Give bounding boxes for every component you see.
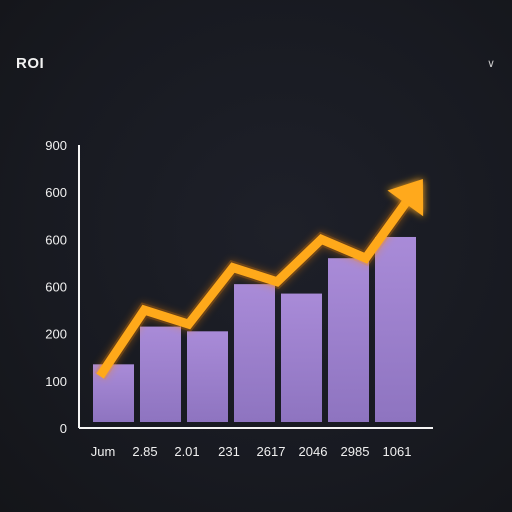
y-tick-label: 200 — [45, 327, 67, 342]
x-tick-label: 2617 — [257, 444, 286, 459]
x-tick-label: 2046 — [299, 444, 328, 459]
y-tick-label: 0 — [60, 421, 67, 436]
bar — [234, 284, 275, 422]
y-tick-label: 600 — [45, 232, 67, 247]
y-tick-label: 600 — [45, 185, 67, 200]
trend-line — [96, 194, 414, 379]
x-tick-label: 231 — [218, 444, 240, 459]
y-tick-label: 600 — [45, 280, 67, 295]
y-tick-label: 900 — [45, 138, 67, 153]
bar — [140, 326, 181, 422]
trend-arrowhead — [387, 179, 424, 217]
x-tick-label: Jum — [91, 444, 116, 459]
bar — [281, 293, 322, 422]
bar — [328, 258, 369, 422]
bar — [375, 236, 416, 422]
chevron-down-icon[interactable]: ∨ — [487, 58, 496, 70]
x-tick-label: 2.85 — [132, 444, 157, 459]
y-tick-label: 100 — [45, 374, 67, 389]
chart-title: ROI — [16, 55, 45, 72]
x-tick-label: 2.01 — [174, 444, 199, 459]
bar — [187, 331, 228, 422]
x-tick-label: 1061 — [383, 444, 412, 459]
x-tick-label: 2985 — [341, 444, 370, 459]
